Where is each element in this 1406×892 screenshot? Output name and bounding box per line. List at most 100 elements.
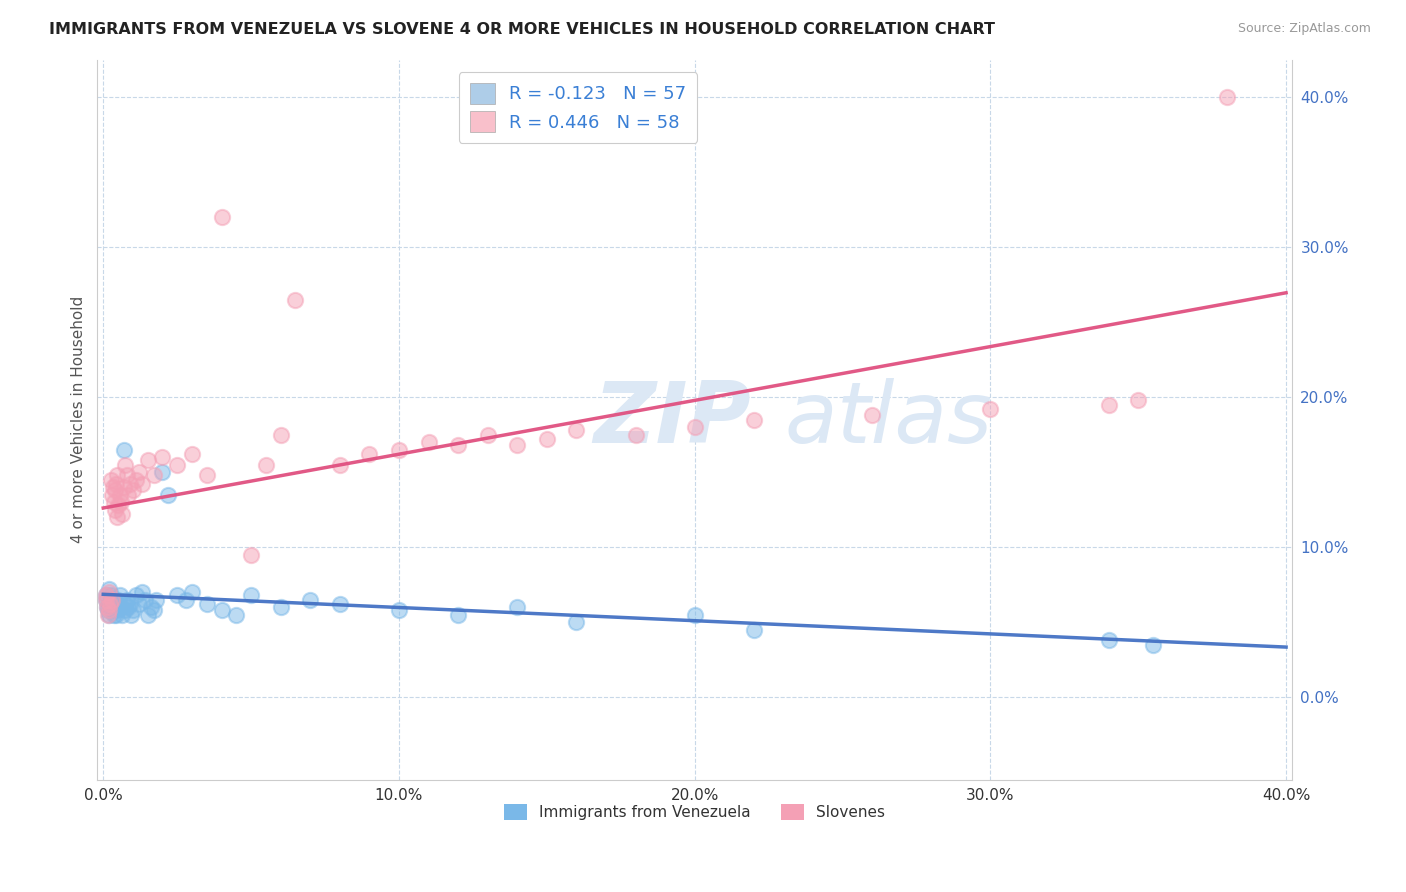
Point <box>96 592 118 607</box>
Point <box>104 607 127 622</box>
Text: IMMIGRANTS FROM VENEZUELA VS SLOVENE 4 OR MORE VEHICLES IN HOUSEHOLD CORRELATION: IMMIGRANTS FROM VENEZUELA VS SLOVENE 4 O… <box>49 22 995 37</box>
Y-axis label: 4 or more Vehicles in Household: 4 or more Vehicles in Household <box>72 296 86 543</box>
Point <box>683 607 706 622</box>
Point <box>101 487 124 501</box>
Point <box>100 588 122 602</box>
Point <box>112 480 135 494</box>
Point <box>1142 638 1164 652</box>
Point <box>152 465 174 479</box>
Text: Source: ZipAtlas.com: Source: ZipAtlas.com <box>1237 22 1371 36</box>
Point <box>101 592 124 607</box>
Text: atlas: atlas <box>785 378 993 461</box>
Point <box>105 468 128 483</box>
Point <box>181 585 204 599</box>
Point <box>166 588 188 602</box>
Point <box>128 465 150 479</box>
Point <box>107 597 129 611</box>
Point <box>1216 90 1239 104</box>
Point <box>565 615 588 629</box>
Point <box>125 473 148 487</box>
Point <box>388 442 411 457</box>
Point <box>115 592 138 607</box>
Point <box>536 432 558 446</box>
Point <box>254 458 277 472</box>
Point <box>152 450 174 464</box>
Point <box>1128 393 1150 408</box>
Point <box>94 588 117 602</box>
Point <box>225 607 247 622</box>
Point <box>118 597 141 611</box>
Point <box>101 480 124 494</box>
Point <box>97 603 120 617</box>
Point <box>142 468 165 483</box>
Point <box>742 412 765 426</box>
Point <box>145 592 167 607</box>
Point <box>114 603 136 617</box>
Point <box>98 607 121 622</box>
Point <box>97 607 120 622</box>
Point <box>117 487 139 501</box>
Point <box>136 453 159 467</box>
Point <box>114 597 136 611</box>
Point <box>103 607 125 622</box>
Point <box>110 600 132 615</box>
Point <box>195 468 218 483</box>
Point <box>115 468 138 483</box>
Point <box>103 495 125 509</box>
Point <box>860 408 883 422</box>
Point <box>418 435 440 450</box>
Point <box>211 210 233 224</box>
Point <box>96 600 118 615</box>
Point <box>1098 398 1121 412</box>
Point <box>98 597 121 611</box>
Point <box>98 603 121 617</box>
Point <box>111 507 134 521</box>
Point <box>388 603 411 617</box>
Point <box>136 607 159 622</box>
Point <box>195 597 218 611</box>
Point <box>100 473 122 487</box>
Point <box>100 600 122 615</box>
Point <box>506 600 529 615</box>
Point <box>97 585 120 599</box>
Point <box>284 293 307 307</box>
Point <box>506 438 529 452</box>
Point <box>1098 633 1121 648</box>
Point <box>111 607 134 622</box>
Point <box>447 438 470 452</box>
Point <box>742 623 765 637</box>
Point <box>121 603 143 617</box>
Point <box>174 592 197 607</box>
Point <box>96 588 118 602</box>
Point <box>114 458 136 472</box>
Point <box>240 548 263 562</box>
Point <box>97 582 120 596</box>
Point <box>104 477 127 491</box>
Point <box>359 447 381 461</box>
Point <box>94 592 117 607</box>
Point <box>118 477 141 491</box>
Point <box>96 600 118 615</box>
Point <box>98 597 121 611</box>
Point <box>103 483 125 497</box>
Point <box>104 502 127 516</box>
Point <box>270 427 292 442</box>
Point <box>157 487 180 501</box>
Point <box>134 592 156 607</box>
Point <box>447 607 470 622</box>
Point <box>139 600 162 615</box>
Point <box>166 458 188 472</box>
Point <box>477 427 499 442</box>
Point <box>211 603 233 617</box>
Point <box>131 477 153 491</box>
Point <box>117 600 139 615</box>
Point <box>329 458 352 472</box>
Point <box>103 592 125 607</box>
Point <box>125 588 148 602</box>
Point <box>624 427 647 442</box>
Point <box>110 495 132 509</box>
Point <box>108 588 131 602</box>
Point <box>142 603 165 617</box>
Point <box>108 487 131 501</box>
Point <box>120 607 142 622</box>
